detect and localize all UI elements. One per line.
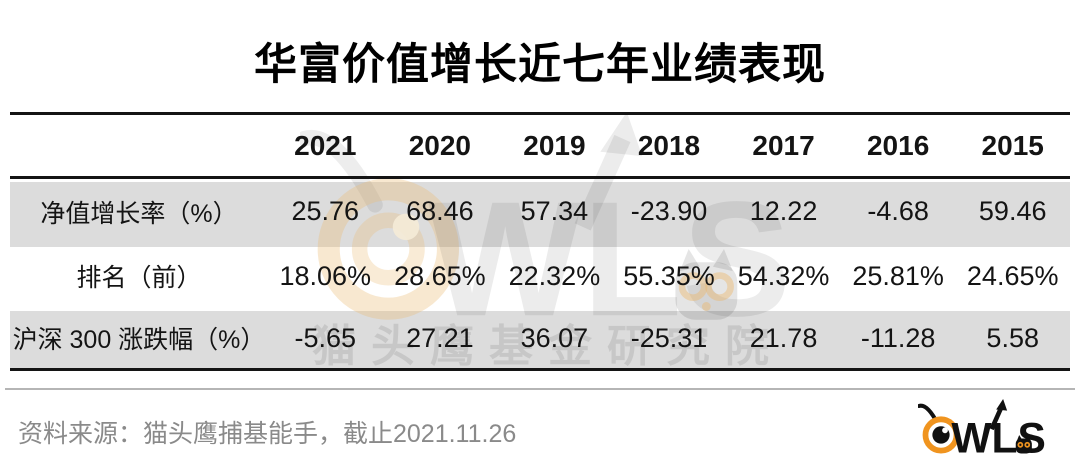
logo-letters: WLS: [951, 414, 1046, 457]
value-cell: 22.32%: [508, 260, 601, 291]
value-cell: -11.28: [860, 322, 936, 353]
page-title: 华富价值增长近七年业绩表现: [254, 41, 826, 89]
table-row-ranking: 排名（前） 18.06% 28.65% 22.32% 55.35% 54.32%…: [10, 244, 1070, 308]
gray-stripe-row3: [10, 311, 1070, 371]
value-cell: 25.76: [291, 196, 360, 226]
year-header: 2020: [408, 129, 471, 161]
year-header: 2019: [523, 129, 586, 161]
value-cell: 25.81%: [852, 260, 944, 291]
source-note: 资料来源：猫头鹰捕基能手，截止2021.11.26: [18, 420, 517, 448]
value-cell: -23.90: [630, 196, 708, 226]
value-cell: 21.78: [749, 322, 818, 353]
value-cell: 24.65%: [966, 260, 1059, 291]
owls-logo: WLS: [918, 399, 1056, 457]
table-row-csi300: 沪深 300 涨跌幅（%） -5.65 27.21 36.07 -25.31 2…: [10, 308, 1070, 368]
value-cell: 68.46: [406, 196, 474, 226]
year-header: 2018: [637, 129, 701, 161]
row-label: 沪深 300 涨跌幅（%）: [12, 326, 266, 354]
row-label: 排名（前）: [76, 264, 202, 292]
gray-stripe-row1: [10, 182, 1070, 247]
value-cell: 18.06%: [279, 260, 372, 291]
value-cell: 27.21: [406, 322, 474, 353]
footer-divider: [5, 388, 1075, 390]
owls-logo-icon: WLS: [918, 399, 1046, 457]
value-cell: -4.68: [867, 196, 929, 226]
year-header: 2021: [294, 129, 357, 161]
value-cell: 28.65%: [394, 260, 486, 291]
year-header: 2015: [981, 129, 1044, 161]
value-cell: 54.32%: [737, 260, 830, 291]
value-cell: 5.58: [986, 322, 1039, 353]
row-label: 净值增长率（%）: [40, 199, 238, 228]
value-cell: 12.22: [749, 196, 818, 226]
value-cell: -25.31: [630, 322, 708, 353]
performance-table: 2021 2020 2019 2018 2017 2016 2015 净值增长率…: [10, 112, 1070, 371]
year-header: 2016: [866, 129, 930, 161]
table-header-row: 2021 2020 2019 2018 2017 2016 2015: [10, 115, 1070, 179]
value-cell: 36.07: [520, 322, 589, 353]
table-row-nav-growth: 净值增长率（%） 25.76 68.46 57.34 -23.90 12.22 …: [10, 179, 1070, 244]
value-cell: 59.46: [978, 196, 1047, 226]
year-header: 2017: [752, 129, 815, 161]
value-cell: 55.35%: [623, 260, 715, 291]
value-cell: 57.34: [520, 196, 589, 226]
value-cell: -5.65: [294, 322, 357, 353]
